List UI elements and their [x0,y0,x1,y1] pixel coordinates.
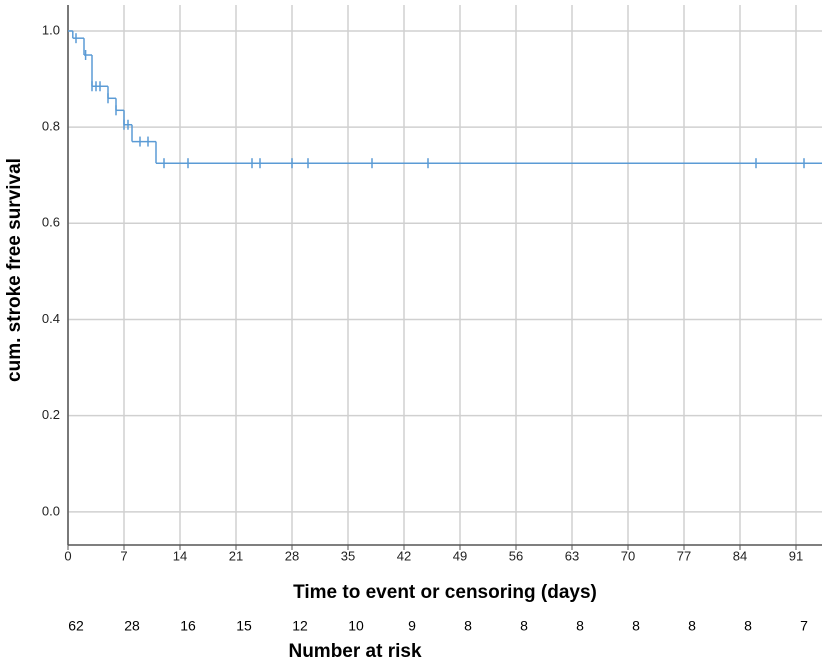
risk-count: 8 [688,618,696,634]
x-tick-label: 84 [733,548,747,563]
risk-count: 12 [292,618,308,634]
x-tick-label: 63 [565,548,579,563]
x-axis-title: Time to event or censoring (days) [293,582,597,603]
x-tick-label: 91 [789,548,803,563]
risk-count: 28 [124,618,140,634]
y-tick-label: 0.4 [42,311,60,326]
risk-title: Number at risk [288,641,421,662]
risk-count: 8 [632,618,640,634]
risk-count: 62 [68,618,84,634]
y-tick-label: 0.2 [42,407,60,422]
x-tick-label: 70 [621,548,635,563]
x-tick-label: 0 [64,548,71,563]
risk-count: 7 [800,618,808,634]
y-tick-label: 0.6 [42,215,60,230]
y-tick-label: 0.0 [42,503,60,518]
x-tick-label: 49 [453,548,467,563]
x-tick-label: 35 [341,548,355,563]
risk-count: 16 [180,618,196,634]
risk-count: 8 [744,618,752,634]
x-tick-label: 7 [120,548,127,563]
x-tick-label: 56 [509,548,523,563]
x-tick-label: 14 [173,548,187,563]
x-tick-label: 42 [397,548,411,563]
plot-area [68,5,822,545]
risk-count: 8 [464,618,472,634]
risk-count: 9 [408,618,416,634]
risk-count: 8 [576,618,584,634]
y-tick-label: 0.8 [42,119,60,134]
risk-count: 15 [236,618,252,634]
x-tick-label: 28 [285,548,299,563]
x-tick-label: 21 [229,548,243,563]
y-axis-title: cum. stroke free survival [4,158,25,382]
risk-count: 10 [348,618,364,634]
x-tick-label: 77 [677,548,691,563]
risk-count: 8 [520,618,528,634]
y-tick-label: 1.0 [42,22,60,37]
